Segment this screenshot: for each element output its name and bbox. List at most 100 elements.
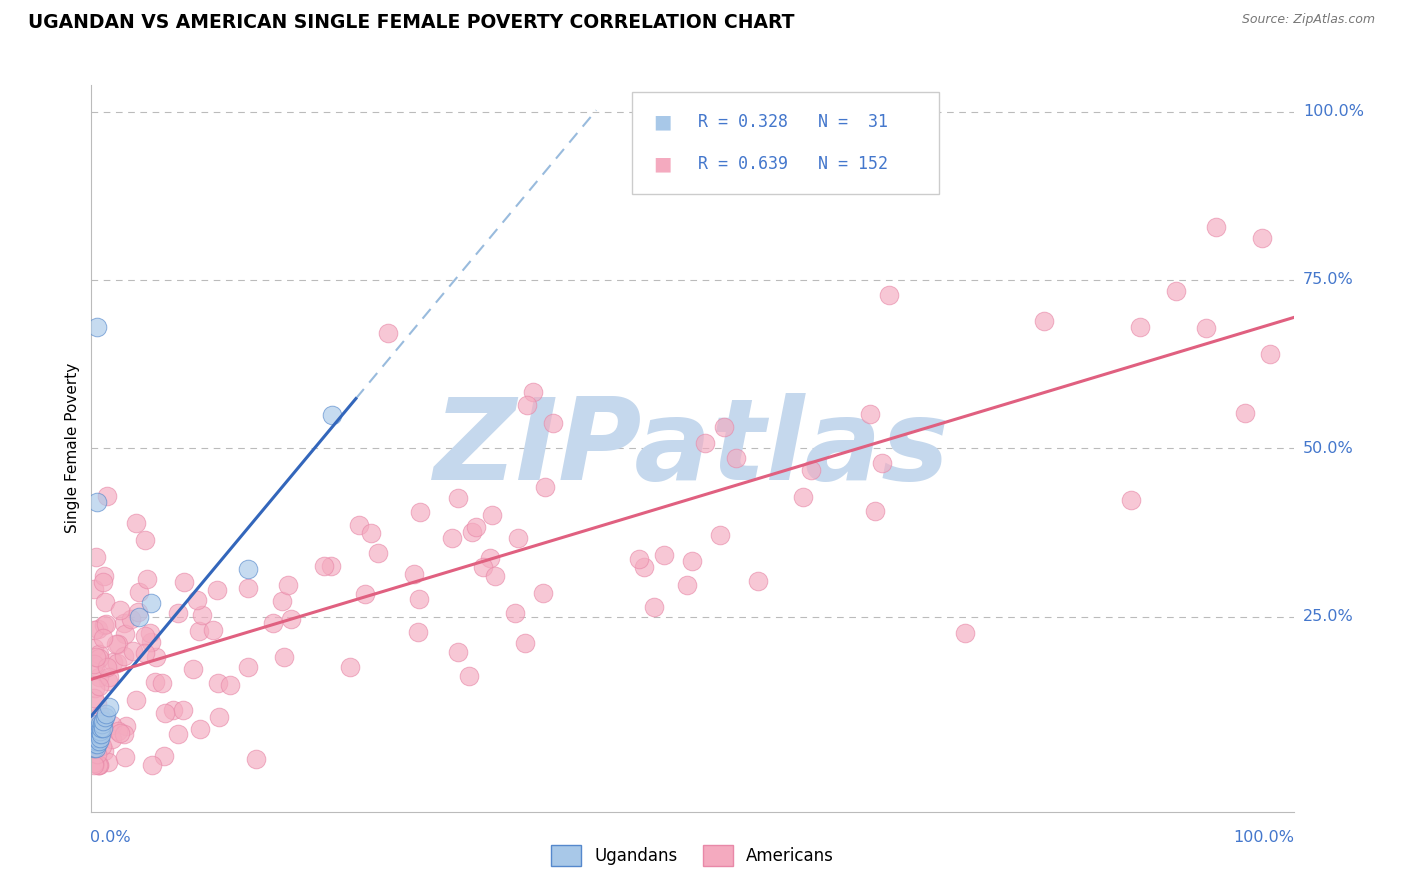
Point <box>94 595 117 609</box>
Point <box>207 582 229 597</box>
Point <box>98 700 121 714</box>
Point <box>83 624 105 638</box>
Point <box>508 531 530 545</box>
Point <box>86 495 108 509</box>
Point <box>1129 319 1152 334</box>
Point <box>114 627 136 641</box>
Point <box>360 526 382 541</box>
Point <box>513 636 536 650</box>
Point <box>236 581 259 595</box>
Point <box>84 549 107 564</box>
Point <box>107 637 129 651</box>
Point <box>143 675 166 690</box>
Point <box>93 618 115 632</box>
Point <box>877 288 900 302</box>
Point <box>86 697 108 711</box>
Point <box>1258 346 1281 360</box>
Point <box>91 717 114 731</box>
Point <box>800 463 823 477</box>
Point <box>135 572 157 586</box>
Point <box>93 744 115 758</box>
Point <box>484 569 506 583</box>
Point <box>141 757 163 772</box>
Point <box>627 552 650 566</box>
Point <box>86 320 108 334</box>
Point <box>91 575 114 590</box>
Point <box>447 491 470 505</box>
Point <box>83 640 105 655</box>
Point <box>186 593 208 607</box>
Point <box>90 727 112 741</box>
Point <box>83 657 105 672</box>
Point <box>87 647 110 661</box>
Point <box>709 528 731 542</box>
Point <box>139 635 162 649</box>
Point <box>713 420 735 434</box>
Point <box>153 748 176 763</box>
Text: ■: ■ <box>654 112 672 132</box>
Point <box>1234 406 1257 420</box>
Point <box>633 560 655 574</box>
Point <box>460 524 482 539</box>
Point <box>792 490 814 504</box>
Point <box>83 733 105 747</box>
Point <box>86 622 108 636</box>
Point <box>125 516 148 530</box>
Point <box>89 679 111 693</box>
Point <box>112 649 135 664</box>
Point <box>339 660 361 674</box>
Point <box>747 574 769 588</box>
Point <box>83 691 105 706</box>
Point <box>103 655 125 669</box>
Text: R = 0.328   N =  31: R = 0.328 N = 31 <box>699 113 889 131</box>
Point <box>87 721 110 735</box>
Point <box>87 734 110 748</box>
Point <box>97 673 120 688</box>
Point <box>408 591 430 606</box>
Point <box>128 609 150 624</box>
Point <box>108 603 131 617</box>
Point <box>84 727 107 741</box>
Point <box>84 734 107 748</box>
Point <box>122 644 145 658</box>
Point <box>447 645 470 659</box>
Point <box>1032 314 1054 328</box>
Text: 25.0%: 25.0% <box>1303 609 1354 624</box>
Text: R = 0.639   N = 152: R = 0.639 N = 152 <box>699 154 889 173</box>
Point <box>91 631 114 645</box>
Point <box>1121 492 1143 507</box>
Point <box>83 582 105 596</box>
Point <box>349 517 371 532</box>
Point <box>503 606 526 620</box>
Point <box>725 450 748 465</box>
Point <box>134 646 156 660</box>
Point <box>681 554 703 568</box>
Point <box>114 719 136 733</box>
Point <box>86 736 108 750</box>
Point <box>86 738 108 752</box>
Point <box>83 681 105 695</box>
Point <box>953 626 976 640</box>
Point <box>695 435 717 450</box>
Point <box>84 738 107 752</box>
Point <box>1166 285 1188 299</box>
Point <box>98 671 121 685</box>
Text: 75.0%: 75.0% <box>1303 272 1354 287</box>
Point <box>478 551 501 566</box>
Point <box>84 740 107 755</box>
Point <box>83 757 105 772</box>
Point <box>262 616 284 631</box>
Point <box>84 734 107 748</box>
Point <box>207 676 229 690</box>
Point <box>112 616 135 631</box>
Text: 100.0%: 100.0% <box>1303 104 1364 120</box>
Point <box>94 707 117 722</box>
Point <box>101 732 124 747</box>
Point <box>167 606 190 620</box>
Text: Source: ZipAtlas.com: Source: ZipAtlas.com <box>1241 13 1375 27</box>
Point <box>1205 220 1227 235</box>
Point <box>533 480 555 494</box>
Point <box>108 726 131 740</box>
Point <box>377 326 399 341</box>
Point <box>522 384 544 399</box>
